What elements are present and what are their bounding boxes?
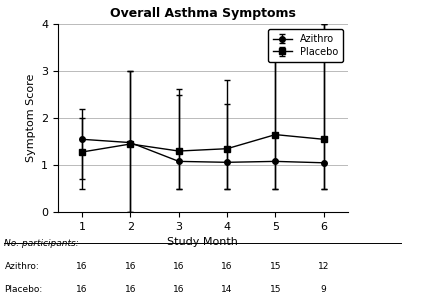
Text: Placebo:: Placebo: [4,285,43,294]
Text: 12: 12 [318,262,330,271]
Text: 16: 16 [221,262,233,271]
Title: Overall Asthma Symptoms: Overall Asthma Symptoms [110,7,296,20]
X-axis label: Study Month: Study Month [168,237,238,247]
Text: 15: 15 [270,262,281,271]
Legend: Azithro, Placebo: Azithro, Placebo [268,29,343,62]
Text: Azithro:: Azithro: [4,262,39,271]
Text: 16: 16 [76,262,88,271]
Text: 9: 9 [321,285,326,294]
Text: 16: 16 [76,285,88,294]
Text: 16: 16 [173,285,185,294]
Text: 16: 16 [173,262,185,271]
Text: 16: 16 [125,285,136,294]
Text: 14: 14 [221,285,233,294]
Y-axis label: Symptom Score: Symptom Score [25,74,36,162]
Text: 15: 15 [270,285,281,294]
Text: No. participants:: No. participants: [4,239,79,248]
Text: 16: 16 [125,262,136,271]
